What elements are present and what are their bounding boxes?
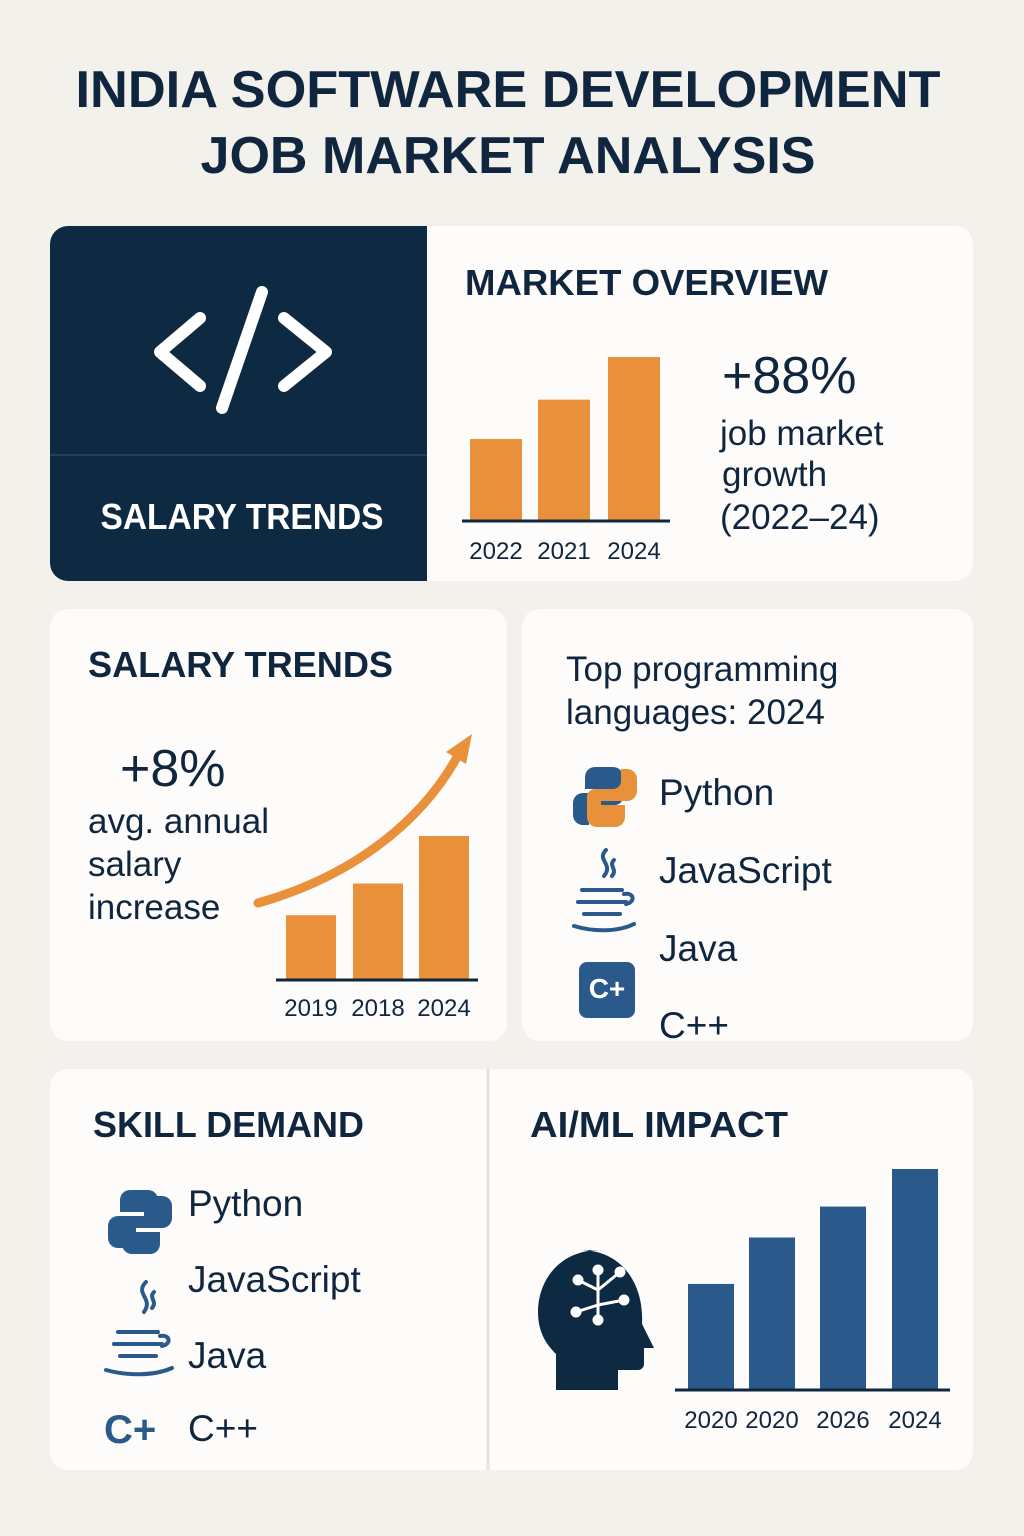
bar	[538, 399, 590, 521]
card	[50, 1069, 973, 1470]
caption: growth	[722, 455, 827, 494]
python-icon	[108, 1190, 172, 1254]
hero-label: SALARY TRENDS	[101, 496, 384, 537]
x-tick-label: 2021	[537, 538, 590, 565]
x-tick-label: 2019	[284, 995, 337, 1022]
language: C++	[659, 1005, 729, 1046]
language: JavaScript	[659, 850, 832, 891]
bar	[353, 883, 403, 980]
caption: salary	[88, 845, 182, 884]
code-icon	[154, 286, 332, 414]
java-icon	[572, 848, 636, 933]
bar	[419, 836, 469, 980]
language: Python	[659, 772, 774, 813]
title-line: INDIA SOFTWARE DEVELOPMENT	[76, 61, 941, 119]
section-title: SKILL DEMAND	[93, 1104, 364, 1145]
x-tick-label: 2018	[351, 995, 404, 1022]
x-tick-label: 2024	[417, 995, 470, 1022]
skill: Python	[188, 1183, 303, 1224]
skill: Java	[188, 1335, 267, 1376]
caption: job market	[719, 414, 884, 453]
section-title: Top programming	[566, 650, 838, 689]
cpp-icon-label: C+	[104, 1408, 156, 1452]
cpp-icon-label: C+	[589, 973, 626, 1004]
x-tick-label: 2026	[816, 1407, 869, 1434]
caption: avg. annual	[88, 802, 269, 841]
x-tick-label: 2024	[607, 538, 660, 565]
bar	[820, 1206, 866, 1390]
section-title: AI/ML IMPACT	[530, 1104, 788, 1145]
hero-panel	[50, 226, 427, 581]
python-icon	[573, 767, 637, 827]
bar	[286, 915, 336, 980]
caption: increase	[88, 888, 220, 927]
circuit	[570, 1264, 630, 1326]
card	[522, 609, 973, 1041]
bar	[749, 1237, 795, 1390]
language: Java	[659, 928, 738, 969]
x-tick-label: 2020	[745, 1407, 798, 1434]
skill: C++	[188, 1408, 258, 1449]
section-title: SALARY TRENDS	[88, 644, 393, 685]
section-title: MARKET OVERVIEW	[465, 262, 828, 303]
stat: +88%	[722, 347, 856, 405]
arrow-head	[446, 734, 472, 764]
x-tick-label: 2022	[469, 538, 522, 565]
bar	[892, 1169, 938, 1390]
bar	[688, 1283, 734, 1390]
x-tick-label: 2020	[684, 1407, 737, 1434]
bar	[470, 439, 522, 521]
bar	[608, 357, 660, 521]
cpp-icon	[579, 962, 635, 1018]
java-icon	[104, 1280, 174, 1377]
trend-arrow	[253, 743, 467, 908]
skill: JavaScript	[188, 1259, 361, 1300]
title-line: JOB MARKET ANALYSIS	[201, 127, 816, 185]
caption: (2022–24)	[720, 498, 880, 537]
section-title: languages: 2024	[566, 693, 825, 732]
stat: +8%	[120, 740, 226, 798]
x-tick-label: 2024	[888, 1407, 941, 1434]
